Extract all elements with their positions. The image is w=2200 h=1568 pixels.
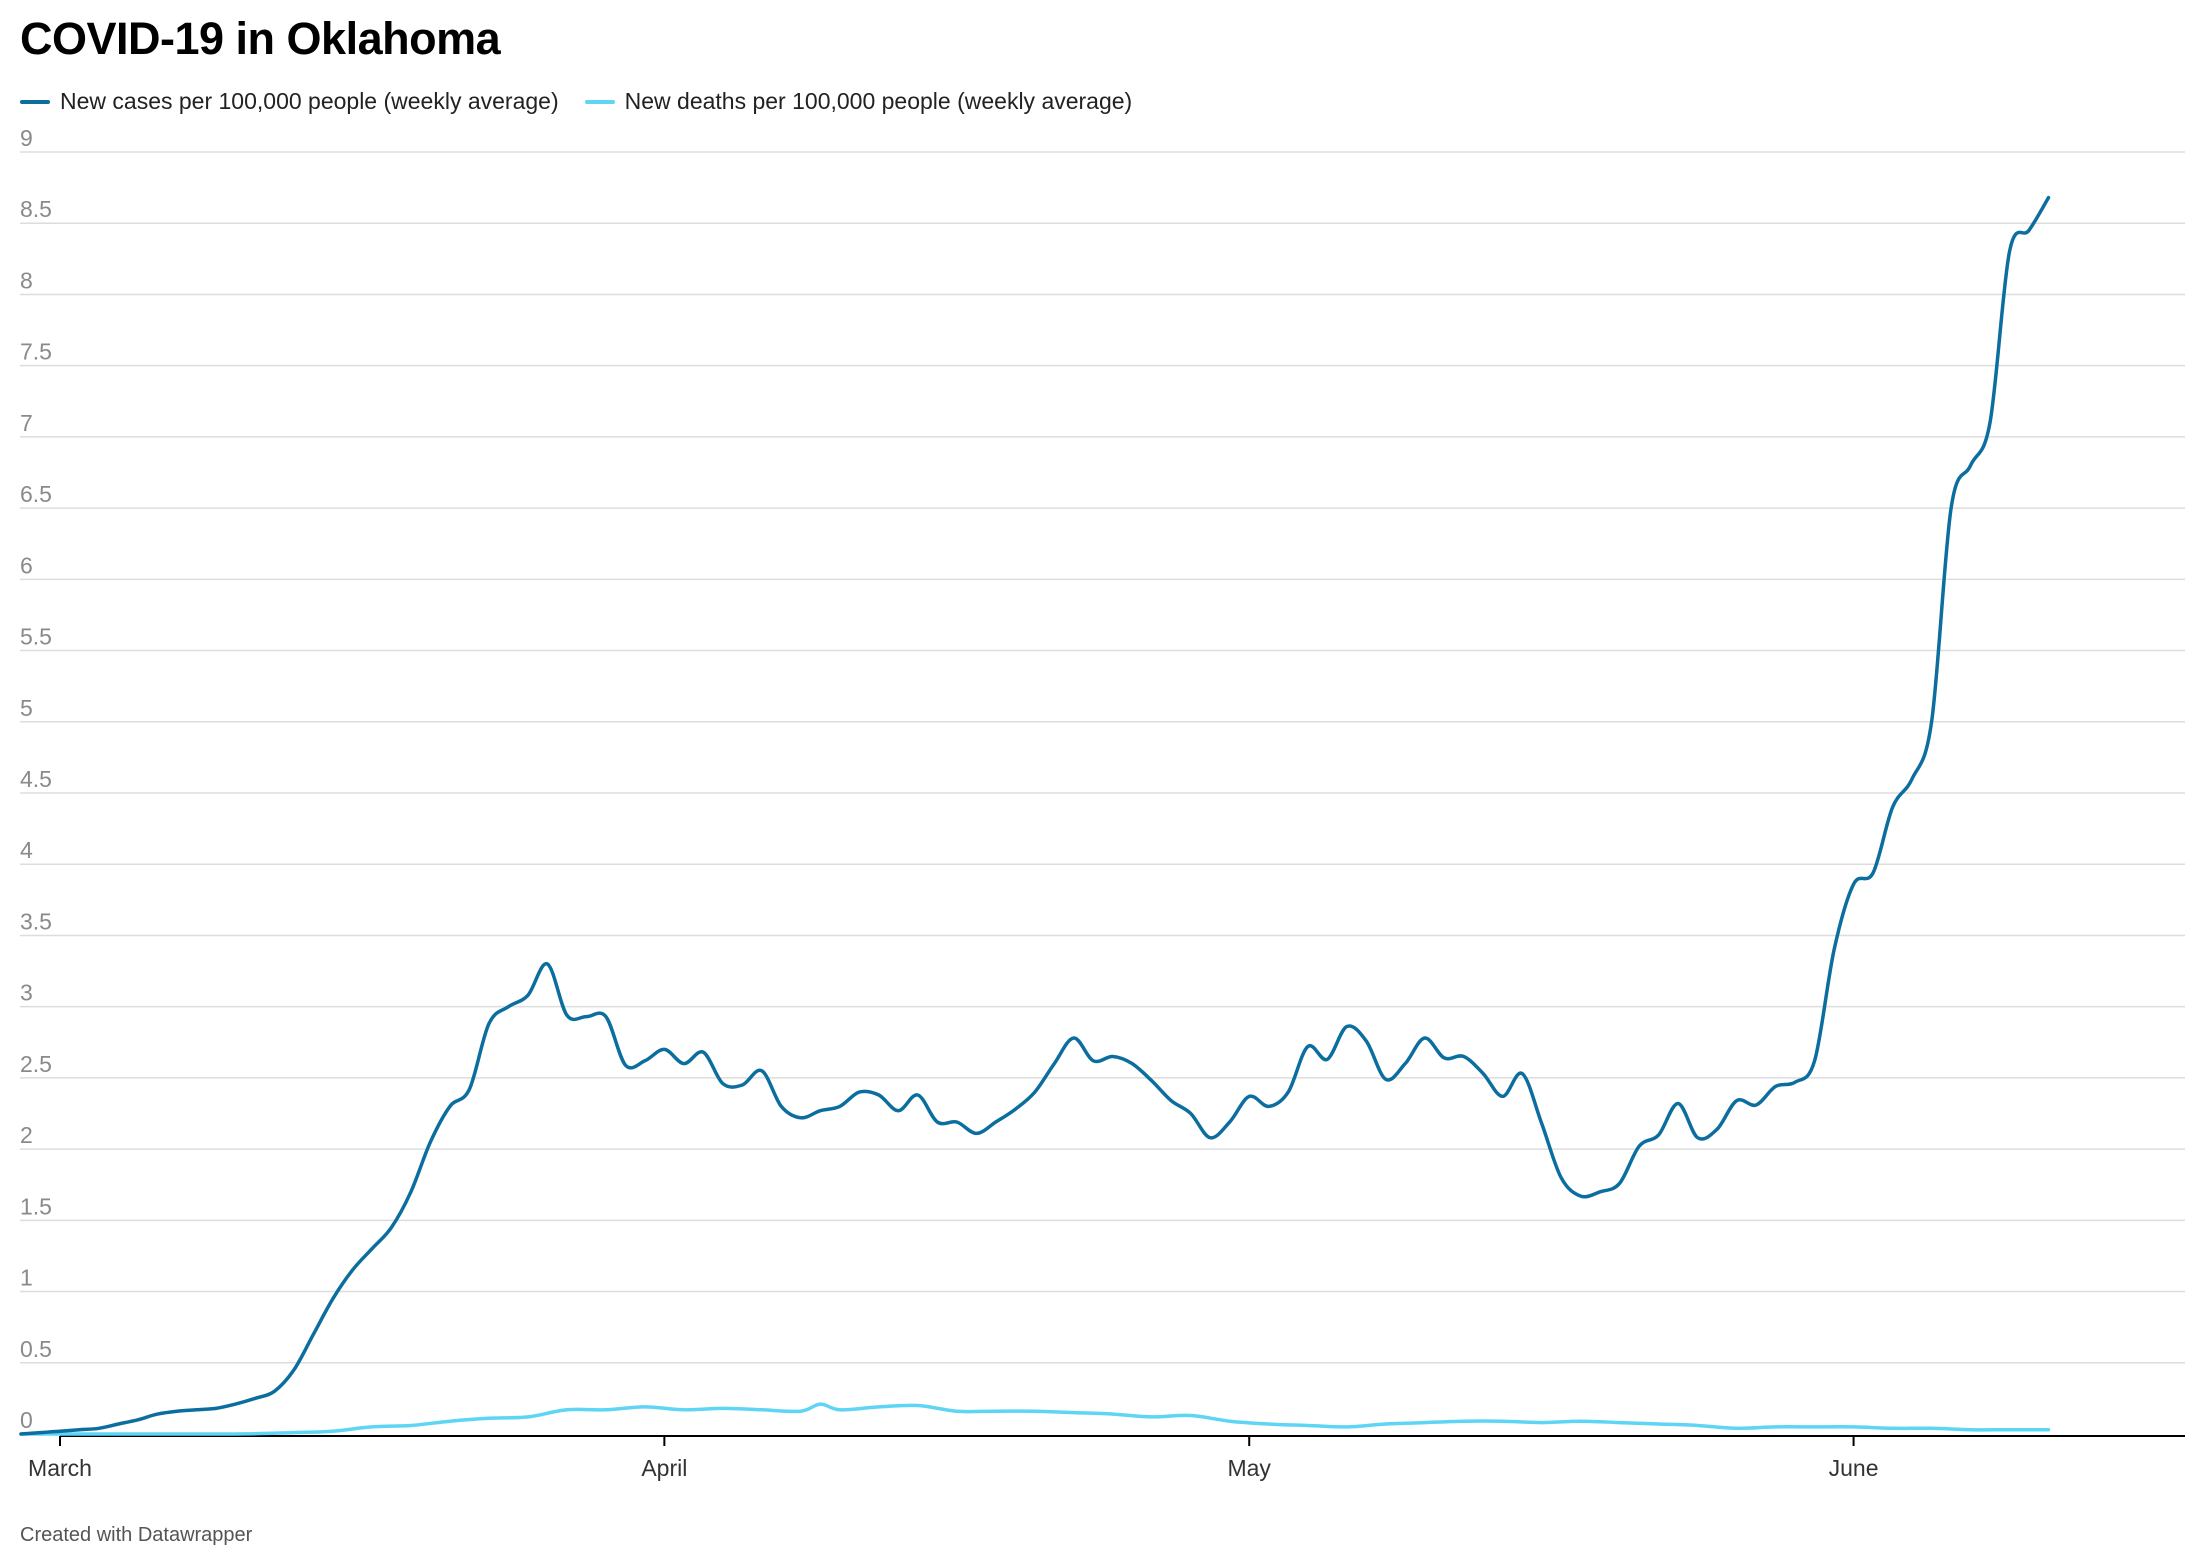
chart-title: COVID-19 in Oklahoma — [20, 13, 501, 64]
credit-footer: Created with Datawrapper — [20, 1524, 253, 1546]
chart-legend: New cases per 100,000 people (weekly ave… — [20, 88, 1132, 115]
y-tick-label: 2.5 — [20, 1051, 52, 1077]
legend-item-deaths: New deaths per 100,000 people (weekly av… — [584, 88, 1133, 115]
series-line-cases — [19, 195, 2051, 1436]
y-tick-label: 5.5 — [20, 624, 52, 650]
x-tick-label: May — [1227, 1455, 1271, 1481]
gridlines — [20, 151, 2185, 1364]
legend-item-cases: New cases per 100,000 people (weekly ave… — [20, 88, 559, 115]
legend-label-deaths: New deaths per 100,000 people (weekly av… — [624, 88, 1133, 114]
y-tick-label: 4 — [20, 837, 33, 863]
y-tick-label: 4.5 — [20, 766, 52, 792]
y-tick-label: 5 — [20, 695, 33, 721]
y-tick-label: 1.5 — [20, 1193, 52, 1219]
series-line-deaths — [19, 1402, 2051, 1436]
y-tick-label: 6 — [20, 552, 33, 578]
y-tick-label: 1 — [20, 1265, 33, 1291]
legend-swatch-deaths — [584, 99, 615, 104]
y-tick-label: 3.5 — [20, 908, 52, 934]
x-axis: March April May June — [28, 1435, 2185, 1481]
y-tick-label: 9 — [20, 125, 33, 151]
legend-swatch-cases — [20, 99, 50, 104]
y-tick-label: 7.5 — [20, 339, 52, 365]
y-tick-label: 7 — [20, 410, 33, 436]
y-tick-label: 8 — [20, 267, 33, 293]
x-tick-label: March — [28, 1455, 92, 1481]
series-lines — [19, 195, 2051, 1436]
x-tick-label: June — [1829, 1455, 1879, 1481]
y-tick-label: 2 — [20, 1122, 33, 1148]
y-tick-label: 6.5 — [20, 481, 52, 507]
legend-label-cases: New cases per 100,000 people (weekly ave… — [60, 88, 559, 114]
y-tick-label: 3 — [20, 980, 33, 1006]
x-tick-label: April — [641, 1455, 687, 1481]
y-tick-label: 8.5 — [20, 196, 52, 222]
y-tick-labels: 0 0.5 1 1.5 2 2.5 3 3.5 4 4.5 5 5.5 6 6.5 7 7.5 8 8.5 9 — [20, 125, 52, 1433]
y-tick-label: 0 — [20, 1407, 33, 1433]
y-tick-label: 0.5 — [20, 1336, 52, 1362]
